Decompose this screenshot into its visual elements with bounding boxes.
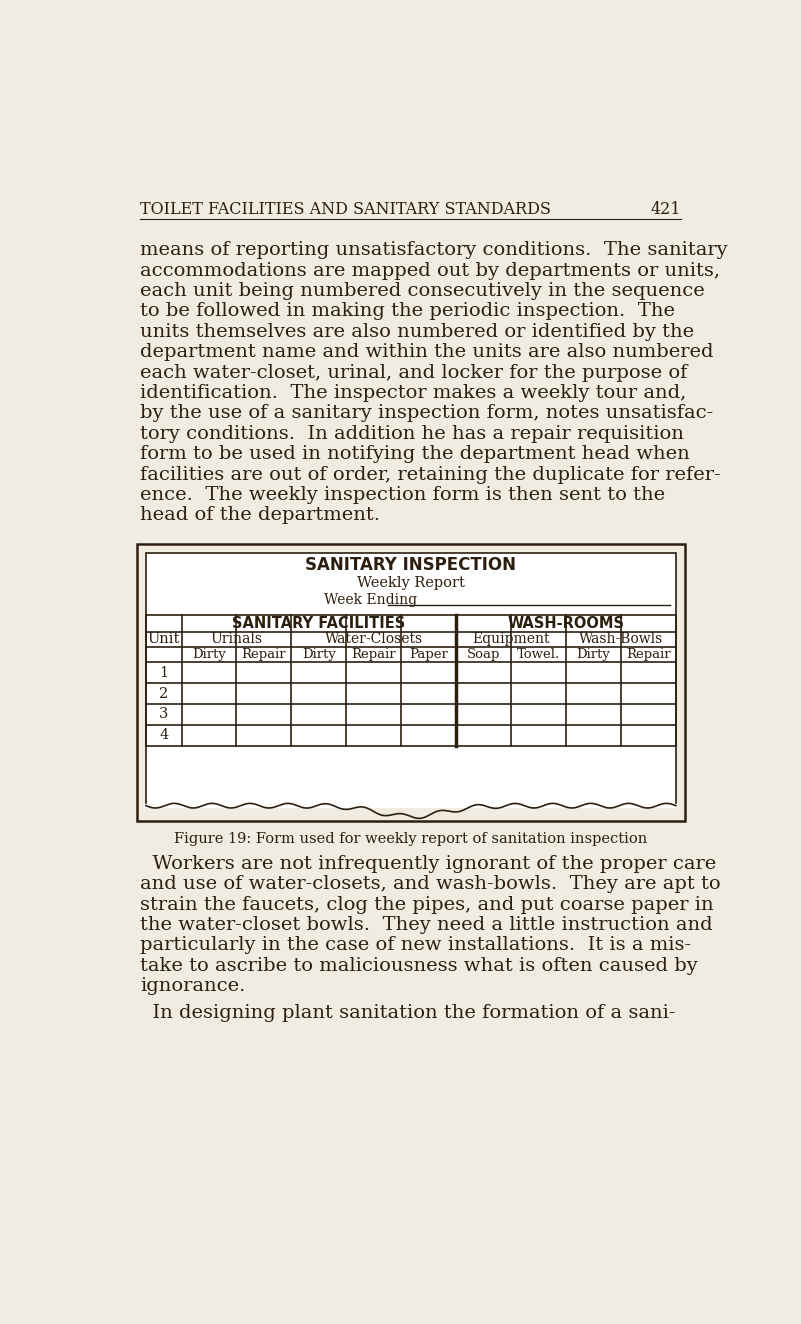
Text: 1: 1 [159, 666, 168, 679]
Text: accommodations are mapped out by departments or units,: accommodations are mapped out by departm… [140, 262, 720, 279]
Text: Water-Closets: Water-Closets [324, 633, 423, 646]
Bar [136, 544, 685, 821]
Text: form to be used in notifying the department head when: form to be used in notifying the departm… [140, 445, 690, 463]
Text: WASH-ROOMS: WASH-ROOMS [508, 616, 625, 630]
Text: facilities are out of order, retaining the duplicate for refer-: facilities are out of order, retaining t… [140, 466, 721, 483]
Text: 4: 4 [159, 728, 168, 743]
Text: Equipment: Equipment [473, 633, 549, 646]
Text: Repair: Repair [626, 649, 670, 661]
Text: identification.  The inspector makes a weekly tour and,: identification. The inspector makes a we… [140, 384, 686, 402]
Text: Dirty: Dirty [192, 649, 226, 661]
Text: SANITARY INSPECTION: SANITARY INSPECTION [305, 556, 517, 575]
Text: to be followed in making the periodic inspection.  The: to be followed in making the periodic in… [140, 302, 675, 320]
Text: 3: 3 [159, 707, 168, 722]
Text: In designing plant sanitation the formation of a sani-: In designing plant sanitation the format… [140, 1004, 676, 1022]
Text: Wash-Bowls: Wash-Bowls [579, 633, 663, 646]
Text: ence.  The weekly inspection form is then sent to the: ence. The weekly inspection form is then… [140, 486, 666, 504]
Text: 2: 2 [159, 687, 168, 700]
Text: Soap: Soap [467, 649, 501, 661]
Text: 421: 421 [650, 201, 681, 218]
Bar [146, 553, 676, 806]
Text: tory conditions.  In addition he has a repair requisition: tory conditions. In addition he has a re… [140, 425, 684, 442]
Text: Dirty: Dirty [577, 649, 610, 661]
Text: strain the faucets, clog the pipes, and put coarse paper in: strain the faucets, clog the pipes, and … [140, 895, 714, 914]
Text: ignorance.: ignorance. [140, 977, 246, 996]
Text: by the use of a sanitary inspection form, notes unsatisfac-: by the use of a sanitary inspection form… [140, 404, 714, 422]
Text: each water-closet, urinal, and locker for the purpose of: each water-closet, urinal, and locker fo… [140, 364, 688, 381]
Text: each unit being numbered consecutively in the sequence: each unit being numbered consecutively i… [140, 282, 705, 301]
Text: the water-closet bowls.  They need a little instruction and: the water-closet bowls. They need a litt… [140, 916, 713, 933]
Text: and use of water-closets, and wash-bowls.  They are apt to: and use of water-closets, and wash-bowls… [140, 875, 721, 894]
Text: Towel.: Towel. [517, 649, 560, 661]
Text: Dirty: Dirty [302, 649, 336, 661]
Text: particularly in the case of new installations.  It is a mis-: particularly in the case of new installa… [140, 936, 691, 955]
Text: take to ascribe to maliciousness what is often caused by: take to ascribe to maliciousness what is… [140, 957, 698, 974]
Text: SANITARY FACILITIES: SANITARY FACILITIES [232, 616, 405, 630]
Text: Unit: Unit [147, 632, 180, 646]
Text: Paper: Paper [409, 649, 449, 661]
Text: Figure 19: Form used for weekly report of sanitation inspection: Figure 19: Form used for weekly report o… [175, 831, 647, 846]
Text: TOILET FACILITIES AND SANITARY STANDARDS: TOILET FACILITIES AND SANITARY STANDARDS [140, 201, 551, 218]
Text: Repair: Repair [352, 649, 396, 661]
Text: means of reporting unsatisfactory conditions.  The sanitary: means of reporting unsatisfactory condit… [140, 241, 728, 260]
Text: Workers are not infrequently ignorant of the proper care: Workers are not infrequently ignorant of… [140, 855, 717, 873]
Text: Weekly Report: Weekly Report [357, 576, 465, 591]
Text: Week Ending: Week Ending [324, 593, 417, 606]
Text: head of the department.: head of the department. [140, 506, 380, 524]
Text: units themselves are also numbered or identified by the: units themselves are also numbered or id… [140, 323, 694, 340]
Text: Urinals: Urinals [211, 633, 263, 646]
Text: Repair: Repair [242, 649, 286, 661]
Text: department name and within the units are also numbered: department name and within the units are… [140, 343, 714, 361]
